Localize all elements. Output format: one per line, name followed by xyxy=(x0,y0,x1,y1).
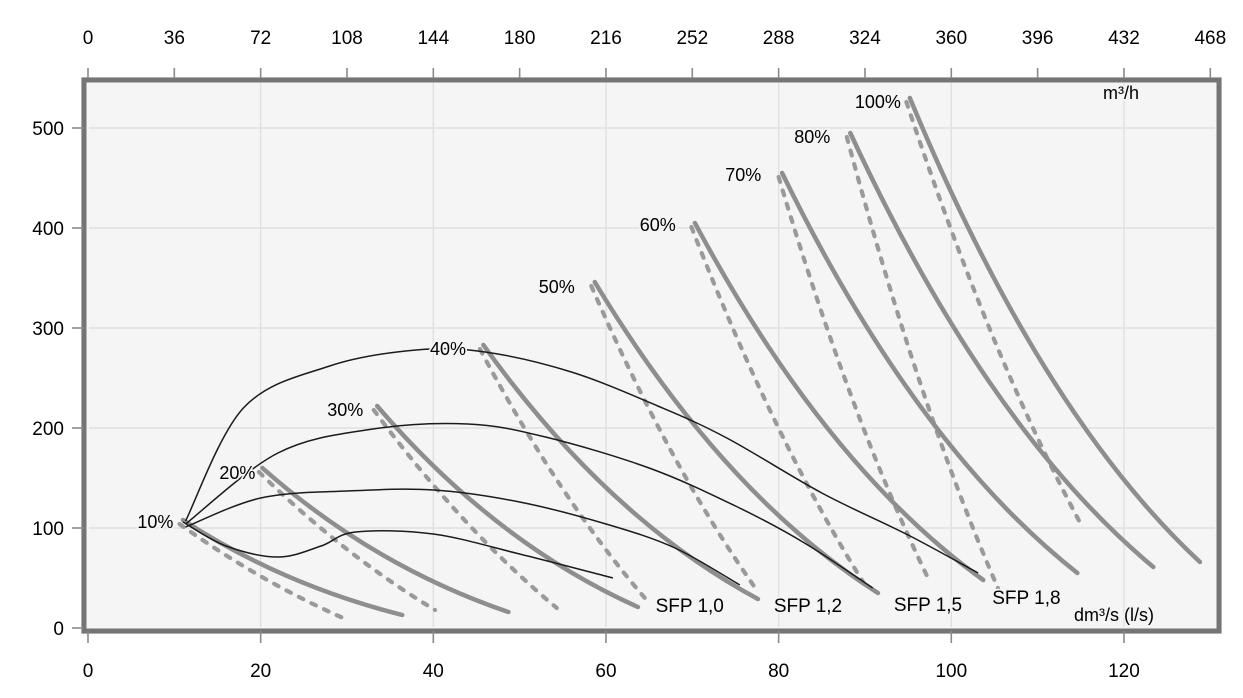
sfp-curve-label: SFP 1,5 xyxy=(894,595,962,616)
top-axis-tick-label: 324 xyxy=(849,28,881,49)
fan-curve-solid-20 xyxy=(260,465,511,615)
fan-curve-solid-100 xyxy=(907,95,1203,565)
solid-fan-curves-layer xyxy=(180,95,1203,618)
sfp-curve-SFP-1-5 xyxy=(185,422,874,589)
fan-curve-dashed-100 xyxy=(904,99,1083,527)
fan-curve-solid-30 xyxy=(374,403,641,610)
sfp-curve-SFP-1-2 xyxy=(185,488,741,586)
top-axis-tick-label: 432 xyxy=(1108,28,1140,49)
left-axis-tick-label: 400 xyxy=(32,219,64,240)
fan-curve-dashed-20 xyxy=(256,469,438,613)
fan-speed-label: 40% xyxy=(430,339,466,359)
bottom-axis-tick-label: 80 xyxy=(768,661,789,682)
fan-curve-solid-40 xyxy=(481,342,761,602)
top-axis-unit-label: m³/h xyxy=(1103,83,1139,103)
axis-ticks-layer xyxy=(72,68,1212,643)
top-axis-tick-label: 288 xyxy=(763,28,795,49)
top-axis-tick-label: 216 xyxy=(590,28,622,49)
fan-speed-label: 70% xyxy=(725,165,761,185)
top-axis-tick-label: 0 xyxy=(83,28,94,49)
top-axis-tick-label: 180 xyxy=(504,28,536,49)
fan-curve-dashed-60 xyxy=(689,224,868,588)
fan-curve-dashed-50 xyxy=(589,283,758,591)
left-axis-tick-label: 500 xyxy=(32,119,64,140)
fan-speed-label: 60% xyxy=(640,215,676,235)
fan-curve-solid-70 xyxy=(779,170,1080,576)
fan-curve-solid-80 xyxy=(848,130,1156,570)
curve-labels-layer: 10% 20% 30% 40% 50% 60% 70% 80% 100% SFP 1,0 SFP 1… xyxy=(136,90,1063,619)
fan-curve-dashed-80 xyxy=(844,134,1001,591)
grid-layer xyxy=(89,83,1215,627)
bottom-axis-tick-label: 40 xyxy=(423,661,444,682)
left-axis-tick-label: 0 xyxy=(53,619,64,640)
sfp-curve-label: SFP 1,8 xyxy=(992,588,1060,609)
fan-speed-label: 50% xyxy=(539,277,575,297)
left-axis-tick-label: 200 xyxy=(32,419,64,440)
fan-speed-label: 100% xyxy=(855,92,901,112)
fan-curve-dashed-40 xyxy=(477,346,648,602)
top-axis-tick-label: 396 xyxy=(1022,28,1054,49)
fan-curve-solid-10 xyxy=(180,517,405,618)
bottom-axis-tick-label: 60 xyxy=(595,661,616,682)
top-axis-tick-label: 108 xyxy=(331,28,363,49)
top-axis-tick-label: 72 xyxy=(250,28,271,49)
top-axis-tick-label: 468 xyxy=(1194,28,1226,49)
bottom-axis-tick-label: 100 xyxy=(935,661,967,682)
fan-speed-label: 20% xyxy=(219,463,255,483)
bottom-axis-tick-label: 0 xyxy=(83,661,94,682)
left-axis-tick-label: 300 xyxy=(32,319,64,340)
fan-speed-label: 80% xyxy=(794,127,830,147)
sfp-curves-layer xyxy=(182,347,979,589)
fan-curve-dashed-10 xyxy=(177,521,348,622)
fan-speed-label: 10% xyxy=(137,512,173,532)
sfp-curve-label: SFP 1,2 xyxy=(774,596,842,617)
top-axis-tick-label: 144 xyxy=(417,28,449,49)
sfp-curve-label: SFP 1,0 xyxy=(656,596,724,617)
bottom-axis-tick-label: 120 xyxy=(1108,661,1140,682)
sfp-curve-SFP-1-0 xyxy=(182,521,614,579)
bottom-axis-tick-label: 20 xyxy=(250,661,271,682)
fan-curve-dashed-30 xyxy=(371,407,559,611)
sfp-curve-SFP-1-8 xyxy=(184,347,979,574)
top-axis-tick-label: 36 xyxy=(164,28,185,49)
fan-curve-dashed-70 xyxy=(776,174,931,581)
top-axis-tick-label: 360 xyxy=(935,28,967,49)
top-axis-tick-label: 252 xyxy=(676,28,708,49)
fan-curve-solid-60 xyxy=(692,220,986,583)
bottom-axis-unit-label: dm³/s (l/s) xyxy=(1074,605,1154,625)
left-axis-tick-label: 100 xyxy=(32,519,64,540)
dashed-fan-curves-layer xyxy=(177,99,1083,622)
fan-speed-label: 30% xyxy=(327,400,363,420)
